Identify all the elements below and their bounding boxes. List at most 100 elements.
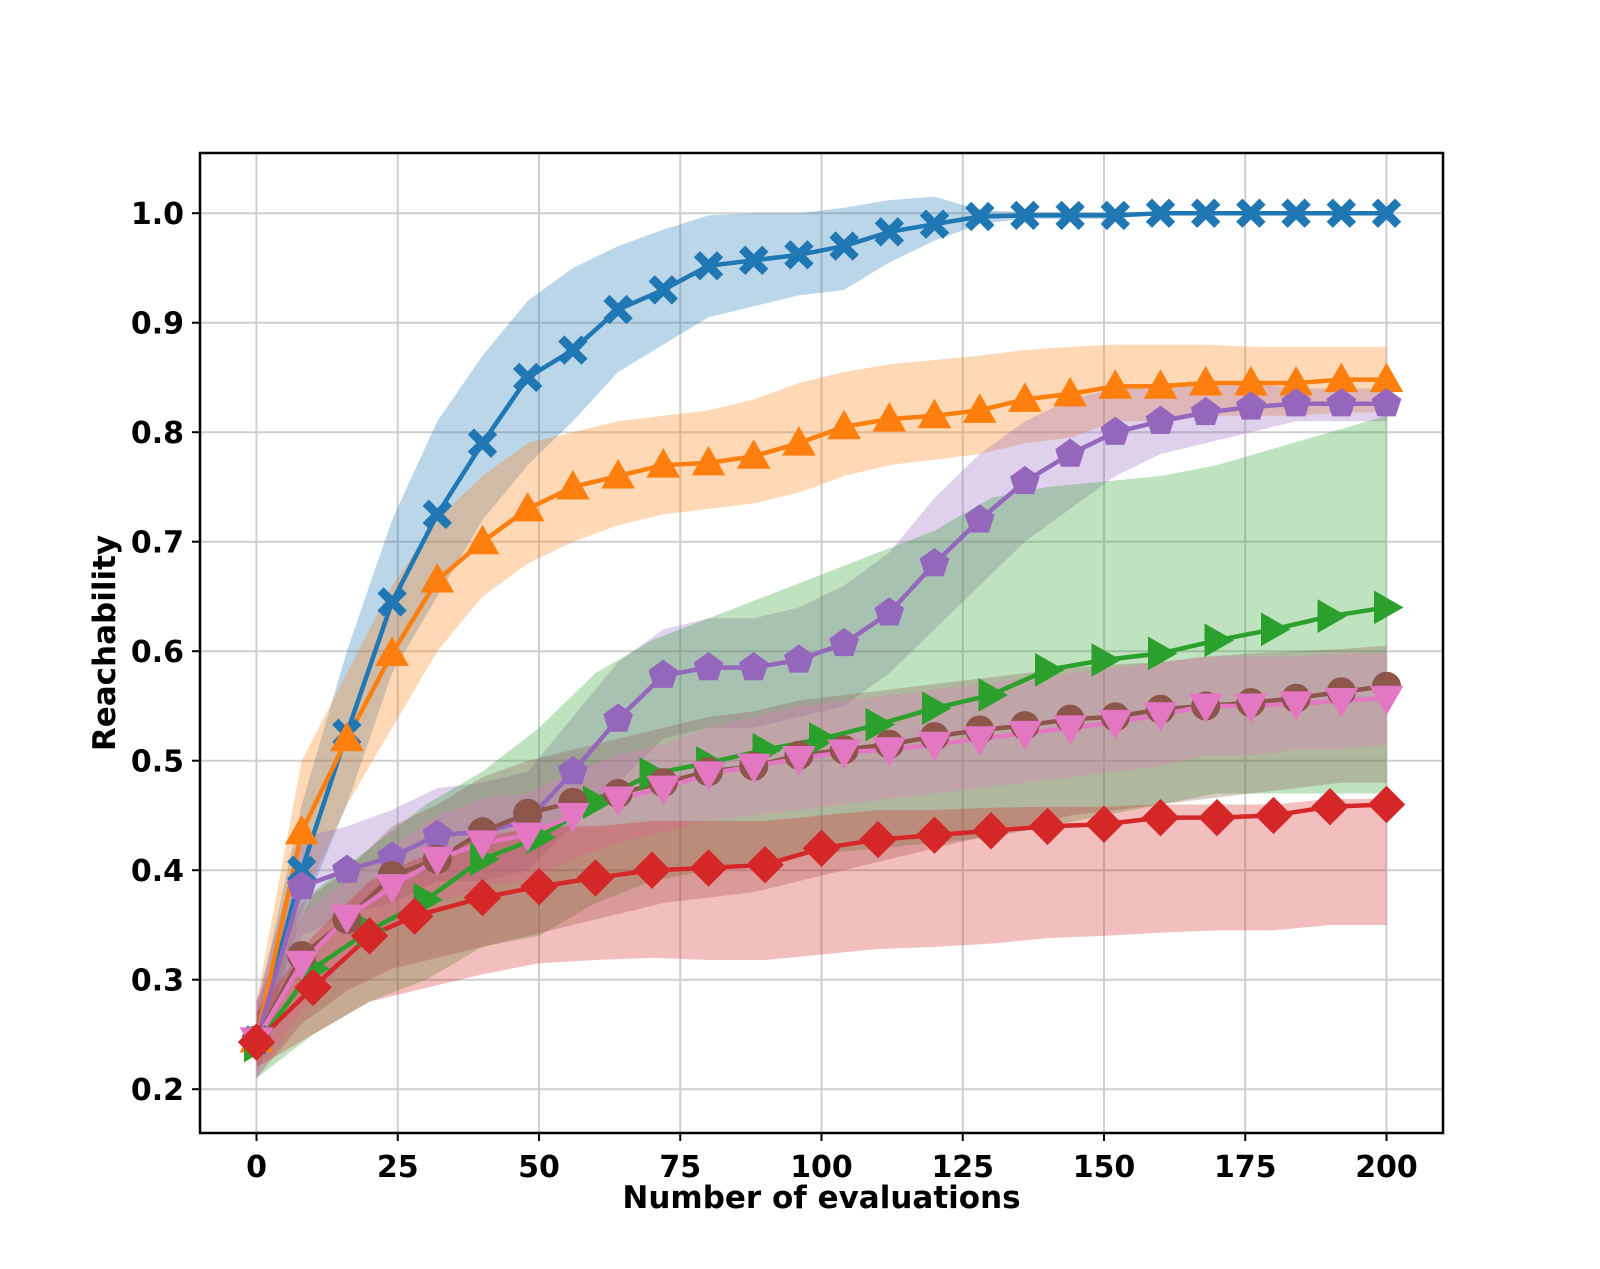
series-blue-point <box>1326 198 1357 228</box>
series-purple-point <box>1326 388 1357 417</box>
series-pink-point <box>601 786 635 817</box>
series-blue-point <box>377 587 407 617</box>
series-orange-band <box>256 344 1387 1068</box>
series-purple-point <box>964 504 995 533</box>
series-purple-point <box>1100 416 1131 445</box>
series-purple-point <box>1190 396 1221 426</box>
series-purple-point <box>332 854 362 883</box>
series-orange-point <box>782 426 816 456</box>
series-purple-point <box>1236 391 1266 420</box>
series-purple-point <box>874 597 905 626</box>
series-orange-point <box>827 409 861 440</box>
series-green-point <box>865 707 896 742</box>
series-pink-point <box>782 746 816 776</box>
series-blue-point <box>964 201 995 232</box>
series-blue-point <box>874 217 905 247</box>
series-red-point <box>1367 785 1406 824</box>
series-blue-point <box>1236 198 1266 228</box>
series-blue-point <box>422 499 453 530</box>
series-orange-point <box>1053 376 1087 407</box>
series-red-point <box>350 917 389 955</box>
series-purple-point <box>1055 438 1085 467</box>
series-orange-point <box>1143 369 1178 399</box>
series-orange-point <box>962 393 997 423</box>
series-purple-point <box>738 652 769 681</box>
series-blue-point <box>919 209 950 239</box>
y-tick-label: 0.2 <box>131 1073 184 1108</box>
series-red-point <box>972 812 1010 850</box>
series-red-point <box>1198 798 1236 837</box>
x-tick-label: 25 <box>377 1150 419 1185</box>
series-blue-point <box>512 362 543 393</box>
y-tick-label: 0.9 <box>131 307 184 342</box>
y-axis-title: Reachability <box>87 535 123 751</box>
series-purple-point <box>693 652 724 681</box>
series-red-point <box>1254 796 1293 835</box>
series-pink-point <box>1143 702 1178 732</box>
series-blue-point <box>1145 198 1176 228</box>
series-red-point <box>689 849 728 887</box>
series-red-point <box>746 846 784 884</box>
series-pink-point <box>917 731 952 762</box>
series-green-point <box>1148 636 1178 671</box>
series-pink-point <box>375 874 409 904</box>
y-tick-label: 0.7 <box>131 526 184 561</box>
x-tick-label: 150 <box>1073 1150 1136 1185</box>
y-tick-label: 0.5 <box>131 745 184 780</box>
series-orange-point <box>601 459 635 489</box>
series-red-point <box>915 816 954 854</box>
series-green-point <box>1035 652 1065 687</box>
series-purple-point <box>919 547 950 577</box>
x-tick-label: 0 <box>246 1150 267 1185</box>
series-red-point <box>395 897 434 935</box>
series-green-point <box>809 721 839 756</box>
series-pink-band <box>256 653 1387 1079</box>
series-red-point <box>859 820 897 859</box>
series-pink-point <box>1098 709 1133 740</box>
y-tick-label: 0.6 <box>131 635 184 670</box>
series-pink-point <box>962 726 997 756</box>
series-red-point <box>576 859 615 897</box>
series-orange-point <box>420 563 455 593</box>
series-pink-point <box>1234 693 1268 723</box>
x-tick-label: 200 <box>1355 1150 1418 1185</box>
y-tick-label: 0.4 <box>131 854 184 889</box>
series-blue-point <box>829 231 859 261</box>
series-orange-point <box>1008 382 1042 412</box>
series-orange-point <box>736 439 771 469</box>
series-orange-point <box>375 636 409 666</box>
series-orange-point <box>917 398 952 429</box>
series-pink-point <box>330 904 364 935</box>
series-red-point <box>633 851 671 889</box>
series-orange-point <box>691 445 726 476</box>
series-blue-point <box>1281 198 1311 228</box>
series-blue-point <box>1010 200 1040 231</box>
series-purple-point <box>784 644 814 673</box>
series-pink-point <box>420 846 455 877</box>
y-tick-label: 0.3 <box>131 964 184 999</box>
series-blue-point <box>1190 198 1221 228</box>
series-blue-point <box>1100 200 1131 231</box>
series-red-band <box>256 799 1387 1068</box>
series-green-point <box>1374 590 1404 625</box>
series-pink-point <box>284 950 319 981</box>
series-pink-point <box>691 761 726 791</box>
series-pink-point <box>736 753 771 784</box>
series-purple-point <box>1010 465 1040 495</box>
series-green-point <box>1091 643 1122 677</box>
series-red-point <box>520 867 558 906</box>
series-pink-point <box>872 737 907 767</box>
series-pink-point <box>646 775 681 806</box>
series-orange-point <box>556 469 590 500</box>
series-green-point <box>978 678 1009 712</box>
x-tick-label: 125 <box>931 1150 994 1185</box>
series-red-point <box>1028 807 1067 846</box>
series-purple-point <box>1145 405 1176 434</box>
series-blue-point <box>1371 198 1402 228</box>
series-red-point <box>294 968 332 1007</box>
x-axis-title: Number of evaluations <box>622 1180 1020 1216</box>
series-red-point <box>237 1023 276 1061</box>
series-purple-point <box>1281 388 1311 417</box>
series-green-point <box>922 691 952 726</box>
